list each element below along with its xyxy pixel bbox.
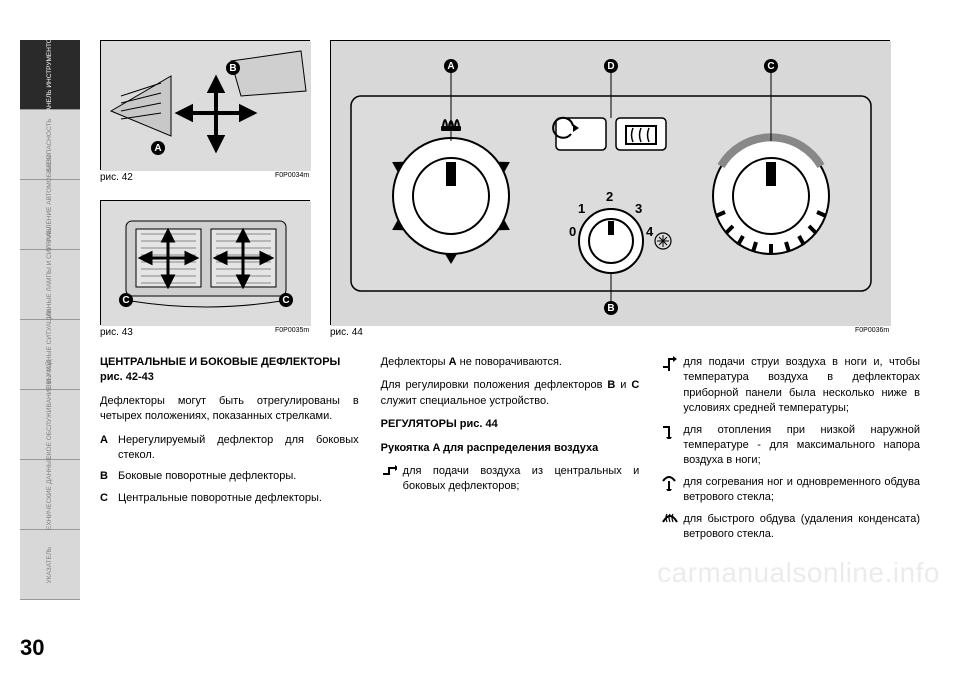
col2-p1: Дефлекторы A не поворачиваются.: [381, 355, 640, 370]
windshield-icon: [661, 512, 683, 531]
col3-bullet1: для подачи струи воздуха в ноги и, чтобы…: [661, 355, 920, 417]
fig42-caption: рис. 42: [100, 172, 133, 183]
figure-42: A B: [100, 40, 310, 170]
column-3: для подачи струи воздуха в ноги и, чтобы…: [661, 355, 920, 548]
fig43-marker-c1: C: [119, 293, 133, 307]
fig43-code: F0P0035m: [275, 327, 309, 334]
sidebar-tabs: ПАНЕЛЬ ИНСТРУМЕНТОВ БЕЗОПАСНОСТЬ ПУСК И …: [20, 40, 80, 600]
page-number: 30: [20, 635, 44, 661]
fig43-caption: рис. 43: [100, 327, 133, 338]
svg-text:0: 0: [569, 224, 576, 239]
col1-item-b: B Боковые поворотные дефлекторы.: [100, 469, 359, 484]
column-1: ЦЕНТРАЛЬНЫЕ И БОКОВЫЕ ДЕФЛЕКТОРЫ рис. 42…: [100, 355, 359, 548]
figure-43: C C: [100, 200, 310, 325]
col2-bullet1: для подачи воздуха из централь­ных и бок…: [381, 464, 640, 495]
fig42-marker-b: B: [226, 61, 240, 75]
fig42-svg: [101, 41, 311, 171]
fig44-marker-c: C: [764, 59, 778, 73]
col1-intro: Дефлекторы могут быть отрегулиро­ваны в …: [100, 394, 359, 425]
svg-text:1: 1: [578, 201, 585, 216]
fig42-marker-a: A: [151, 141, 165, 155]
tab-tekhdannye[interactable]: ТЕХНИЧЕСКИЕ ДАННЫЕ: [20, 460, 80, 530]
svg-text:4: 4: [646, 224, 654, 239]
tab-panel-instrumentov[interactable]: ПАНЕЛЬ ИНСТРУМЕНТОВ: [20, 40, 80, 110]
tab-ukazatel[interactable]: УКАЗАТЕЛЬ: [20, 530, 80, 600]
column-2: Дефлекторы A не поворачиваются. Для регу…: [381, 355, 640, 548]
face-icon: [381, 464, 403, 483]
fig44-marker-d: D: [604, 59, 618, 73]
fig43-marker-c2: C: [279, 293, 293, 307]
fig44-marker-a: A: [444, 59, 458, 73]
col3-bullet2: для отопления при низкой наруж­ной темпе…: [661, 423, 920, 469]
col1-heading: ЦЕНТРАЛЬНЫЕ И БОКОВЫЕ ДЕФЛЕКТОРЫ рис. 42…: [100, 355, 359, 386]
feet-windshield-icon: [661, 475, 683, 496]
fig44-code: F0P0036m: [855, 327, 889, 334]
col2-p2: Для регулировки положения дефлек­торов B…: [381, 378, 640, 409]
fig44-marker-b: B: [604, 301, 618, 315]
col1-item-a: A Нерегулируемый дефлектор для боковых с…: [100, 433, 359, 464]
svg-text:2: 2: [606, 189, 613, 204]
col3-bullet4: для быстрого обдува (удаления конденсата…: [661, 512, 920, 543]
col2-heading3: Рукоятка A для распределения воздуха: [381, 441, 640, 456]
fig42-code: F0P0034m: [275, 172, 309, 179]
fig44-caption: рис. 44: [330, 327, 363, 338]
fig43-svg: [101, 201, 311, 326]
svg-text:3: 3: [635, 201, 642, 216]
page-content: A B рис. 42 F0P0034m: [100, 40, 920, 649]
figure-44: 0 1 2 3 4: [330, 40, 890, 325]
col1-item-c: C Центральные поворотные дефлек­торы.: [100, 491, 359, 506]
text-columns: ЦЕНТРАЛЬНЫЕ И БОКОВЫЕ ДЕФЛЕКТОРЫ рис. 42…: [100, 355, 920, 548]
feet-icon: [661, 423, 683, 444]
col3-bullet3: для согревания ног и одновремен­ного обд…: [661, 475, 920, 506]
face-feet-icon: [661, 355, 683, 376]
fig44-svg: 0 1 2 3 4: [331, 41, 891, 326]
col2-heading2: РЕГУЛЯТОРЫ рис. 44: [381, 417, 640, 432]
tab-tekhobsl[interactable]: ТЕХНИЧЕСКОЕ ОБСЛУЖИВАНИЕ И УХОД: [20, 390, 80, 460]
